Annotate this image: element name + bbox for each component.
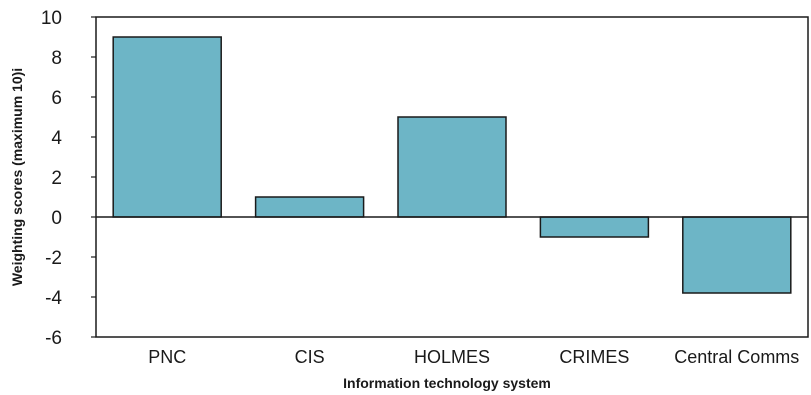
- y-tick-label: 6: [51, 88, 62, 109]
- y-tick-label: 2: [51, 168, 62, 189]
- bar-central-comms: [682, 216, 792, 294]
- bar-crimes: [539, 216, 650, 238]
- y-tick-label: -4: [45, 288, 62, 309]
- bar-pnc: [112, 36, 222, 218]
- bars-group: [112, 36, 792, 294]
- y-tick-label: 10: [41, 8, 62, 29]
- y-tick-label: 0: [51, 208, 62, 229]
- bar-cis: [254, 196, 365, 218]
- y-axis-ticks: -6 -4 -2 0 2 4 6 8 10: [41, 8, 96, 349]
- bar-holmes: [397, 116, 507, 218]
- x-tick-label: CRIMES: [559, 347, 629, 367]
- x-tick-label: HOLMES: [414, 347, 490, 367]
- y-axis-title: Weighting scores (maximum 10)i: [9, 68, 25, 286]
- y-tick-label: -6: [45, 328, 62, 349]
- y-tick-label: 8: [51, 48, 62, 69]
- x-axis-title: Information technology system: [343, 375, 551, 391]
- x-tick-label: CIS: [295, 347, 325, 367]
- y-tick-label: -2: [45, 248, 62, 269]
- x-tick-label: PNC: [148, 347, 186, 367]
- x-tick-label: Central Comms: [674, 347, 799, 367]
- y-tick-label: 4: [51, 128, 62, 149]
- x-axis-labels: PNC CIS HOLMES CRIMES Central Comms: [148, 347, 799, 367]
